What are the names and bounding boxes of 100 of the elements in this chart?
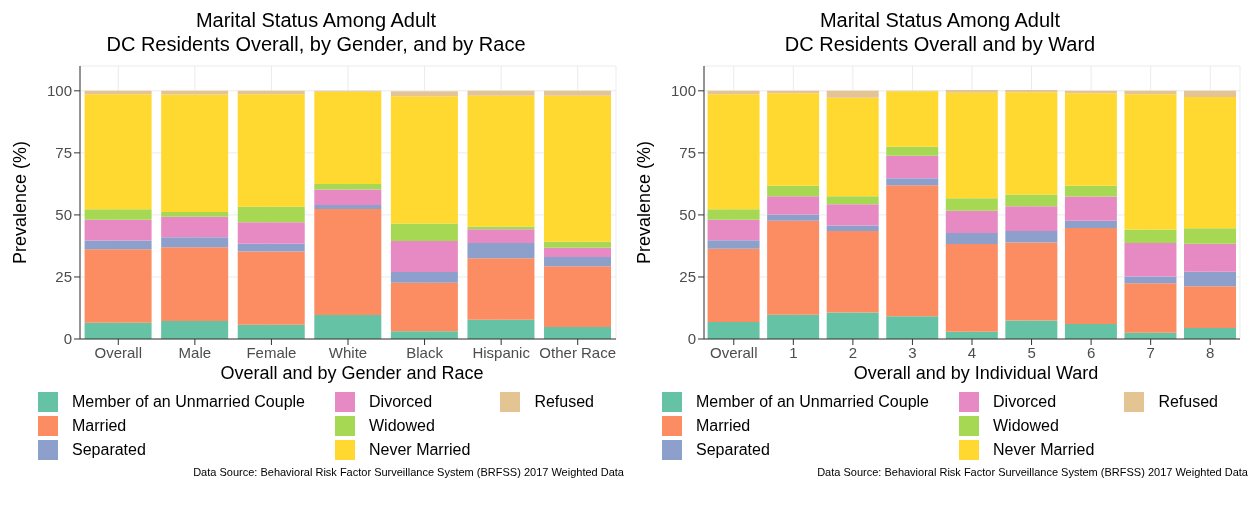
- bar: [826, 225, 879, 232]
- x-tick-label: White: [328, 343, 368, 361]
- bar: [767, 185, 820, 197]
- x-tick-label: 4: [967, 343, 977, 361]
- bar: [237, 206, 305, 223]
- bar: [945, 90, 998, 93]
- bar: [161, 90, 229, 95]
- bar: [707, 240, 760, 249]
- legend-label: Member of an Unmarried Couple: [72, 393, 306, 411]
- bar: [767, 214, 820, 221]
- bar: [84, 249, 152, 323]
- bar: [161, 237, 229, 248]
- y-tick-label: 25: [55, 268, 72, 286]
- bar: [84, 209, 152, 220]
- bar: [237, 251, 305, 325]
- bar: [237, 324, 305, 339]
- bar: [390, 240, 458, 272]
- bar: [1124, 94, 1177, 230]
- bar: [707, 209, 760, 220]
- bar: [886, 155, 939, 179]
- legend-label: Married: [696, 417, 751, 435]
- bar: [1064, 220, 1117, 229]
- bar: [1005, 92, 1058, 195]
- bar: [314, 208, 382, 315]
- bar: [84, 94, 152, 210]
- bar: [237, 94, 305, 207]
- bar: [1184, 243, 1237, 272]
- bar: [1064, 196, 1117, 221]
- bar: [161, 247, 229, 321]
- bar: [767, 93, 820, 186]
- bar: [1064, 93, 1117, 186]
- bar: [1184, 271, 1237, 287]
- bar: [161, 94, 229, 212]
- bar: [467, 319, 535, 339]
- bar: [826, 231, 879, 313]
- bar: [237, 243, 305, 252]
- legend-label: Never Married: [369, 441, 471, 459]
- y-axis-title: Prevalence (%): [10, 140, 31, 265]
- bar: [945, 198, 998, 211]
- bar: [826, 312, 879, 339]
- x-axis-title: Overall and by Individual Ward: [852, 363, 1100, 384]
- bar: [1005, 231, 1058, 243]
- bar: [707, 248, 760, 323]
- bar: [544, 90, 612, 96]
- bar: [1124, 242, 1177, 277]
- bar: [314, 189, 382, 205]
- x-tick-label: 5: [1027, 343, 1036, 361]
- bar: [826, 97, 879, 197]
- bar: [544, 327, 612, 339]
- bar: [84, 322, 152, 339]
- bar: [314, 314, 382, 339]
- bar: [886, 146, 939, 156]
- x-tick-label: Other Race: [539, 343, 617, 361]
- y-tick-label: 75: [55, 144, 72, 162]
- legend-label: Widowed: [369, 417, 435, 435]
- bar: [1064, 324, 1117, 339]
- x-tick-label: 8: [1206, 343, 1215, 361]
- legend-label: Refused: [534, 393, 594, 411]
- bar: [945, 210, 998, 234]
- x-tick-label: 3: [908, 343, 917, 361]
- y-tick-label: 100: [46, 82, 72, 100]
- bar: [161, 216, 229, 238]
- bar: [237, 222, 305, 244]
- bar: [826, 196, 879, 205]
- bar: [826, 204, 879, 226]
- y-tick-label: 75: [679, 144, 696, 162]
- bar: [390, 282, 458, 332]
- legend-label: Separated: [72, 441, 146, 459]
- chart-title: Marital Status Among Adult DC Residents Overall, by Gender, and by Race: [105, 8, 527, 57]
- bar: [467, 242, 535, 259]
- bar: [390, 331, 458, 339]
- bar: [767, 220, 820, 315]
- bar: [1064, 228, 1117, 325]
- bar: [1124, 283, 1177, 333]
- bar: [1184, 286, 1237, 329]
- x-tick-label: Hispanic: [472, 343, 531, 361]
- bar: [1005, 90, 1058, 93]
- bar: [161, 320, 229, 339]
- bar: [886, 185, 939, 317]
- legend-label: Divorced: [993, 393, 1057, 411]
- x-tick-label: 6: [1086, 343, 1096, 361]
- y-axis-title: Prevalence (%): [634, 140, 655, 265]
- legend-label: Member of an Unmarried Couple: [696, 393, 930, 411]
- y-tick-label: 0: [63, 330, 72, 348]
- x-tick-label: Black: [406, 343, 444, 361]
- y-tick-label: 100: [670, 82, 696, 100]
- y-tick-label: 50: [679, 206, 696, 224]
- bar: [161, 211, 229, 217]
- bar: [707, 322, 760, 339]
- bar: [314, 204, 382, 209]
- bar: [1005, 320, 1058, 339]
- chart-title: Marital Status Among Adult DC Residents Overall and by Ward: [783, 8, 1097, 57]
- bar: [390, 271, 458, 283]
- bar: [390, 91, 458, 97]
- bar: [1064, 185, 1117, 197]
- legend-label: Divorced: [369, 393, 433, 411]
- x-tick-label: Overall: [94, 343, 143, 361]
- bar: [544, 95, 612, 242]
- bar: [390, 96, 458, 224]
- bar: [767, 196, 820, 215]
